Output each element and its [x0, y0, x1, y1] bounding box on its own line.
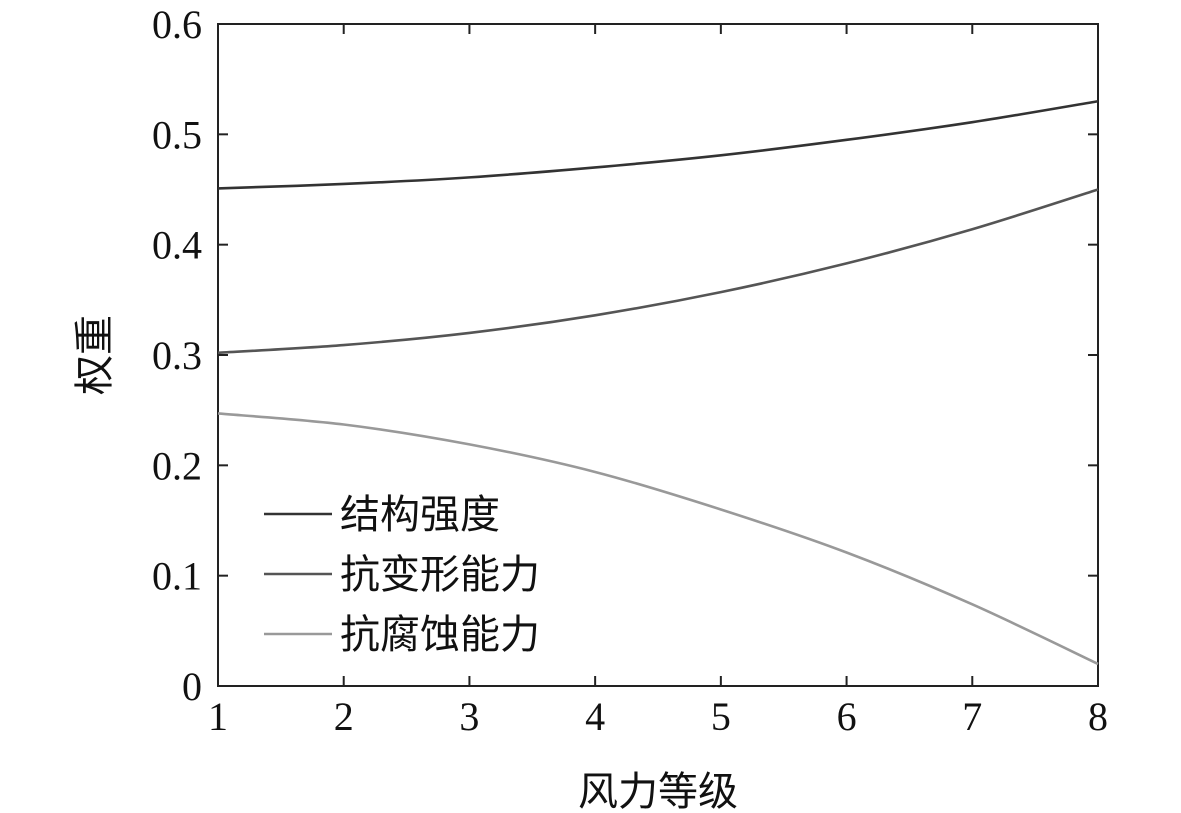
y-axis-title: 权重 [72, 315, 118, 395]
legend-item-2: 抗变形能力 [264, 552, 540, 598]
series-line-2 [217, 188, 1099, 355]
legend-item-3: 抗腐蚀能力 [264, 612, 540, 658]
x-tick-label: 3 [459, 694, 479, 739]
x-tick-label: 1 [208, 694, 228, 739]
y-tick-label: 0.2 [152, 443, 202, 488]
y-tick-label: 0 [182, 664, 202, 709]
x-tick-label: 4 [585, 694, 605, 739]
legend-item-1: 结构强度 [264, 492, 500, 538]
x-axis-title: 风力等级 [578, 769, 738, 813]
x-tick-label: 5 [711, 694, 731, 739]
y-axis: 0 0.1 0.2 0.3 0.4 0.5 0.6 [152, 2, 1098, 709]
x-tick-label: 2 [334, 694, 354, 739]
series-line-3 [217, 412, 1099, 666]
y-tick-label: 0.5 [152, 112, 202, 157]
y-tick-label: 0.6 [152, 2, 202, 47]
legend-label: 抗腐蚀能力 [340, 612, 540, 658]
x-axis: 1 2 3 4 5 6 7 8 [208, 24, 1108, 739]
legend-label: 抗变形能力 [340, 552, 540, 598]
x-tick-label: 8 [1088, 694, 1108, 739]
series-lines [217, 99, 1099, 666]
legend-label: 结构强度 [340, 492, 500, 538]
y-tick-label: 0.4 [152, 223, 202, 268]
y-tick-label: 0.3 [152, 333, 202, 378]
y-tick-label: 0.1 [152, 554, 202, 599]
x-tick-label: 6 [837, 694, 857, 739]
series-line-1 [217, 99, 1099, 190]
x-tick-label: 7 [962, 694, 982, 739]
plot-area: 1 2 3 4 5 6 7 8 0 0.1 0.2 0.3 0.4 0.5 0.6 [152, 2, 1108, 739]
